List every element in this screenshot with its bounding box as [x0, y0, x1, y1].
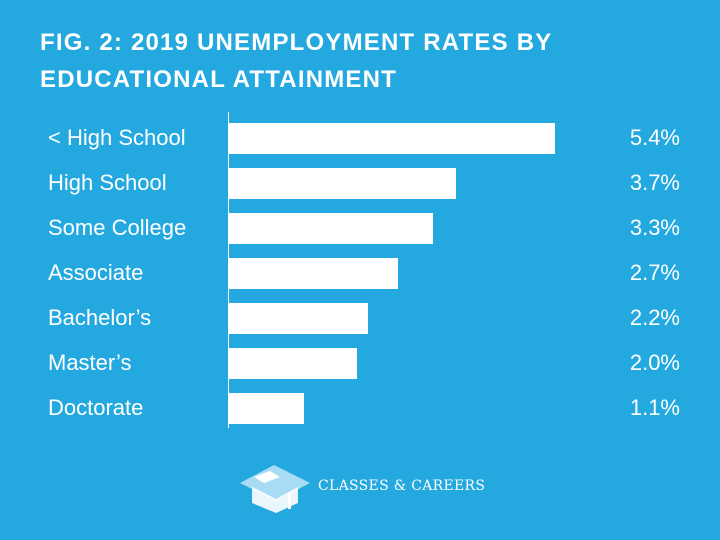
bar-row: High School 3.7%	[0, 160, 720, 205]
bar-row: Master’s 2.0%	[0, 340, 720, 385]
category-label: < High School	[48, 125, 186, 150]
value-label: 3.7%	[629, 170, 680, 195]
bar	[229, 258, 398, 289]
y-axis-line	[228, 112, 229, 428]
bar	[229, 303, 369, 334]
value-label: 2.7%	[629, 260, 680, 285]
category-label: Some College	[48, 215, 187, 240]
bar	[229, 123, 555, 154]
bar	[229, 393, 305, 424]
bar	[229, 348, 357, 379]
value-label: 2.0%	[629, 350, 680, 375]
value-label: 2.2%	[629, 305, 680, 330]
bar	[229, 168, 456, 199]
category-label: Bachelor’s	[48, 305, 152, 330]
bar-row: < High School 5.4%	[0, 115, 720, 160]
bar	[229, 213, 433, 244]
bar-row: Associate 2.7%	[0, 250, 720, 295]
graduation-cap-icon	[240, 465, 310, 513]
bar-row: Doctorate 1.1%	[0, 385, 720, 430]
category-label: Master’s	[48, 350, 132, 375]
category-label: Associate	[48, 260, 144, 285]
category-label: High School	[48, 170, 167, 195]
brand-name: CLASSES & CAREERS	[318, 478, 486, 494]
category-label: Doctorate	[48, 395, 144, 420]
value-label: 3.3%	[629, 215, 680, 240]
bar-row: Some College 3.3%	[0, 205, 720, 250]
value-label: 5.4%	[629, 125, 680, 150]
bar-row: Bachelor’s 2.2%	[0, 295, 720, 340]
value-label: 1.1%	[629, 395, 680, 420]
chart-title: FIG. 2: 2019 UNEMPLOYMENT RATES BY EDUCA…	[40, 29, 552, 93]
